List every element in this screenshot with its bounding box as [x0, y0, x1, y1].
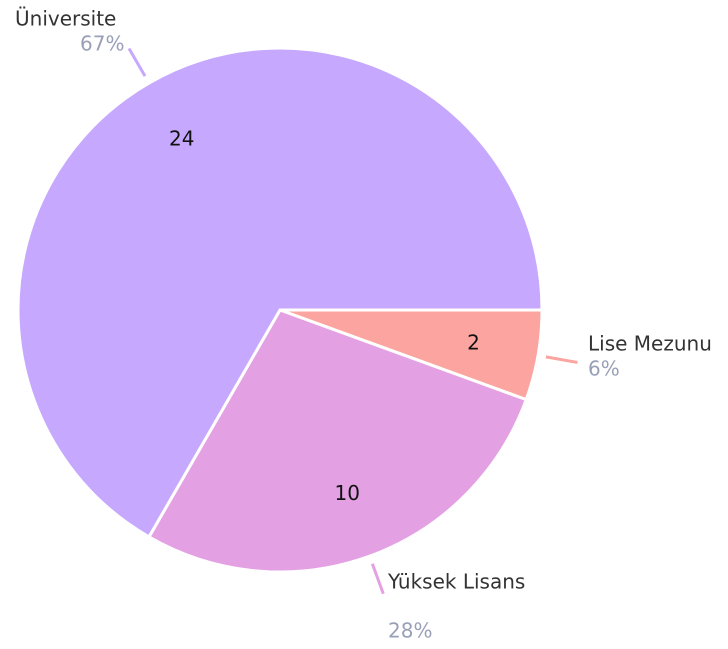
slice-label: Lise Mezunu	[588, 332, 712, 356]
slice-value: 24	[169, 126, 194, 150]
leader-line	[545, 355, 578, 364]
slice-percent: 67%	[80, 32, 124, 56]
slice-label: Yüksek Lisans	[387, 570, 525, 594]
slice-percent: 6%	[588, 357, 620, 381]
leader-line	[370, 563, 385, 595]
slice-label: Üniversite	[15, 7, 116, 31]
slice-percent: 28%	[388, 619, 432, 643]
leader-line	[127, 47, 147, 77]
slice-value: 2	[467, 331, 480, 355]
pie-slice	[16, 46, 544, 539]
slice-value: 10	[334, 481, 359, 505]
